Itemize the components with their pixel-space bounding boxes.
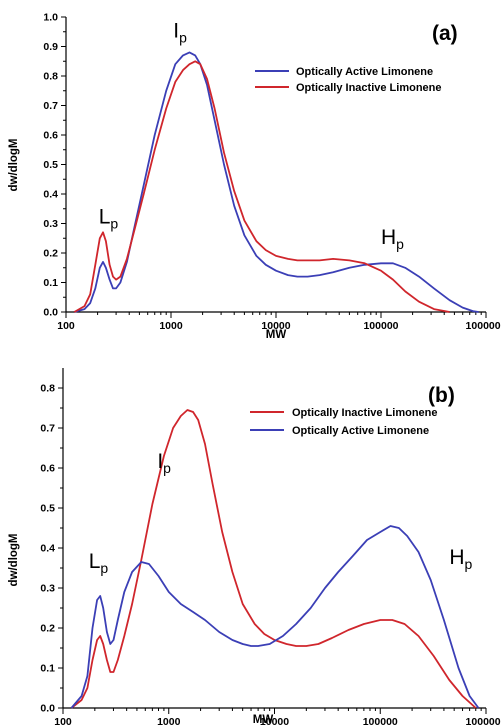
y-tick-label: 0.4 bbox=[43, 189, 58, 201]
x-tick-label: 1000 bbox=[159, 320, 183, 332]
x-tick-label: 100000 bbox=[363, 320, 398, 332]
axes-a bbox=[65, 17, 486, 313]
peak-label-lp: Lp bbox=[99, 206, 119, 232]
y-tick-label: 0.0 bbox=[43, 307, 58, 319]
peak-label-hp: Hp bbox=[449, 546, 472, 572]
peak-label-ip: Ip bbox=[173, 20, 187, 46]
y-tick-label: 0.5 bbox=[40, 503, 55, 515]
series-line-blue bbox=[70, 525, 480, 709]
y-tick-label: 0.9 bbox=[43, 41, 58, 53]
y-axis-label-b: dw/dlogM bbox=[8, 533, 20, 586]
legend-label-b-1: Optically Active Limonene bbox=[292, 425, 429, 437]
y-tick-label: 0.2 bbox=[43, 248, 58, 260]
legend-a: Optically Active Limonene Optically Inac… bbox=[255, 66, 442, 94]
axes-b bbox=[62, 368, 486, 709]
y-tick-label: 0.0 bbox=[40, 703, 55, 715]
x-tick-label: 100 bbox=[57, 320, 75, 332]
panel-label-b: (b) bbox=[428, 384, 455, 407]
series-line-red bbox=[73, 60, 450, 313]
y-tick-label: 0.5 bbox=[43, 159, 58, 171]
legend-label-a-0: Optically Active Limonene bbox=[296, 66, 433, 78]
y-tick-label: 0.8 bbox=[40, 383, 55, 395]
series-line-blue bbox=[74, 51, 479, 313]
x-tick-label: 10000 bbox=[260, 716, 289, 725]
y-tick-label: 0.1 bbox=[43, 277, 58, 289]
legend-label-b-0: Optically Inactive Limonene bbox=[292, 407, 438, 419]
y-tick-label: 0.7 bbox=[43, 100, 58, 112]
peak-label-lp: Lp bbox=[89, 550, 109, 576]
y-tick-label: 0.1 bbox=[40, 663, 55, 675]
x-tick-label: 10000 bbox=[261, 320, 290, 332]
series-group-b bbox=[70, 409, 480, 709]
panel-label-a: (a) bbox=[432, 22, 458, 45]
y-tick-label: 0.7 bbox=[40, 423, 55, 435]
y-ticks-a: 0.0 0.1 0.2 0.3 0.4 0.5 0.6 0.7 0.8 0.9 1.0 bbox=[43, 12, 66, 319]
y-tick-label: 0.4 bbox=[40, 543, 55, 555]
x-axis-label-a: MW bbox=[266, 329, 287, 341]
y-tick-label: 0.6 bbox=[40, 463, 55, 475]
y-axis-label-a: dw/dlogM bbox=[8, 138, 20, 191]
y-tick-label: 0.3 bbox=[40, 583, 55, 595]
y-tick-label: 0.8 bbox=[43, 71, 58, 83]
x-tick-label: 100 bbox=[54, 716, 72, 725]
x-tick-label: 100000 bbox=[363, 716, 398, 725]
y-tick-label: 0.3 bbox=[43, 218, 58, 230]
y-tick-label: 0.2 bbox=[40, 623, 55, 635]
series-line-red bbox=[70, 409, 477, 709]
peak-annotations-a: Lp Ip Hp bbox=[99, 20, 404, 252]
x-axis-label-b: MW bbox=[253, 714, 274, 725]
y-tick-label: 1.0 bbox=[43, 12, 58, 24]
legend-b: Optically Inactive Limonene Optically Ac… bbox=[250, 407, 438, 437]
x-tick-label: 1000 bbox=[157, 716, 181, 725]
series-group-a bbox=[73, 51, 479, 313]
legend-label-a-1: Optically Inactive Limonene bbox=[296, 82, 442, 94]
y-tick-label: 0.6 bbox=[43, 130, 58, 142]
peak-label-hp: Hp bbox=[381, 226, 404, 252]
y-ticks-b: 0.0 0.1 0.2 0.3 0.4 0.5 0.6 0.7 0.8 bbox=[40, 383, 63, 715]
